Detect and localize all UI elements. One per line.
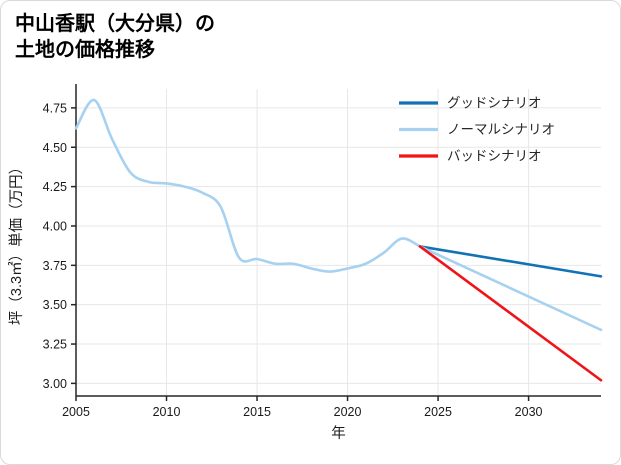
y-tick-label: 3.25	[43, 338, 67, 352]
y-axis-label: 坪（3.3㎡）単価（万円）	[8, 160, 25, 325]
y-tick-label: 3.00	[43, 377, 67, 391]
series-line-history	[74, 98, 422, 273]
y-tick-label: 4.50	[43, 141, 67, 155]
legend-label-2: バッドシナリオ	[447, 149, 542, 164]
legend-label-1: ノーマルシナリオ	[447, 122, 555, 137]
chart-title: 中山香駅（大分県）の 土地の価格推移	[15, 11, 215, 63]
x-tick-label: 2015	[243, 405, 271, 419]
x-tick-label: 2025	[424, 405, 452, 419]
x-tick-label: 2030	[515, 405, 543, 419]
y-tick-label: 3.75	[43, 259, 67, 273]
legend-label-0: グッドシナリオ	[447, 96, 542, 111]
series-line-bad	[418, 245, 603, 382]
x-axis-label: 年	[331, 425, 346, 442]
x-tick-label: 2010	[153, 405, 181, 419]
y-tick-label: 4.00	[43, 219, 67, 233]
y-tick-label: 4.75	[43, 101, 67, 115]
series-line-normal	[418, 245, 603, 332]
series-line-good	[418, 245, 603, 278]
chart-title-line1: 中山香駅（大分県）の	[15, 13, 215, 35]
chart-title-line2: 土地の価格推移	[15, 39, 155, 61]
x-tick-label: 2020	[334, 405, 362, 419]
y-tick-label: 3.50	[43, 298, 67, 312]
y-tick-label: 4.25	[43, 180, 67, 194]
x-tick-label: 2005	[62, 405, 90, 419]
